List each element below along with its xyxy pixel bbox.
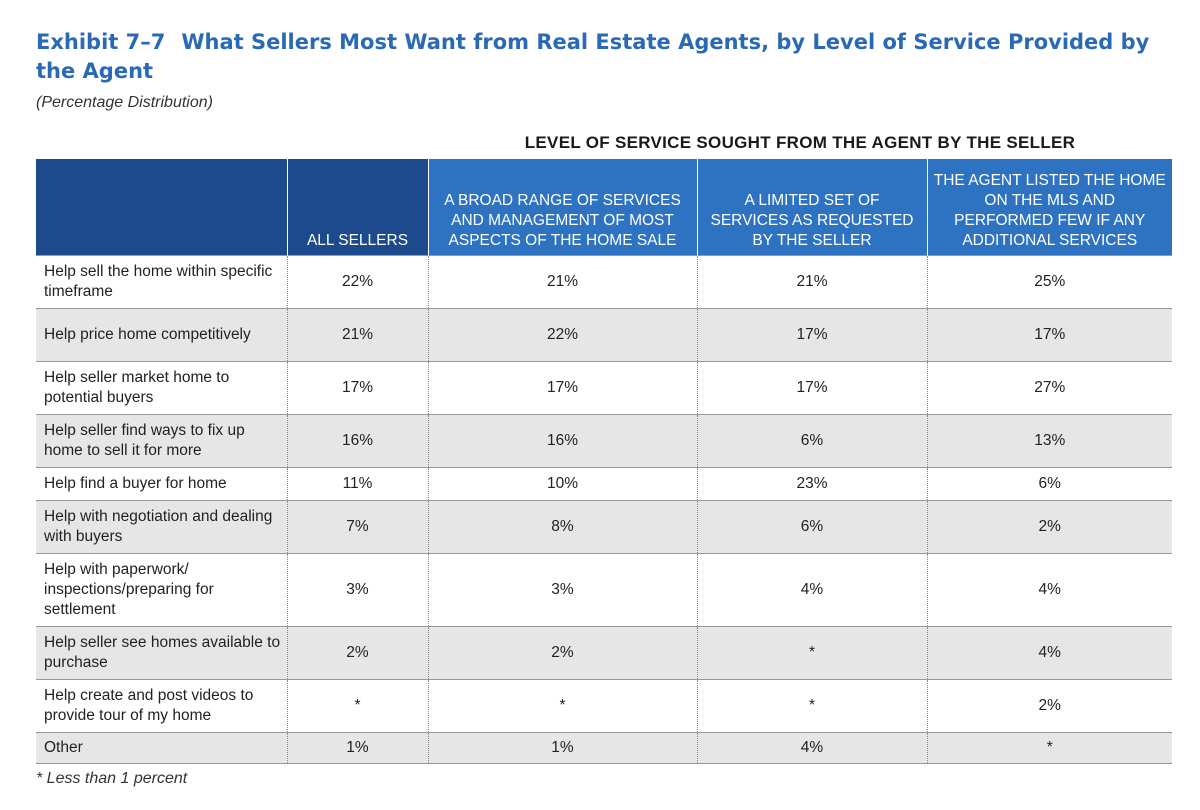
cell-value: 17% bbox=[428, 361, 698, 415]
cell-value: 1% bbox=[287, 732, 429, 764]
table-row: Help with paperwork/ inspections/prepari… bbox=[36, 553, 1172, 627]
row-label: Help price home competitively bbox=[36, 308, 288, 362]
table-header-row: ALL SELLERS A BROAD RANGE OF SERVICES AN… bbox=[36, 159, 1172, 256]
row-label: Help create and post videos to provide t… bbox=[36, 679, 288, 733]
cell-value: 2% bbox=[287, 626, 429, 680]
cell-value: 17% bbox=[927, 308, 1172, 362]
exhibit-number: Exhibit 7–7 bbox=[36, 30, 166, 54]
cell-value: 17% bbox=[697, 361, 928, 415]
cell-value: 16% bbox=[287, 414, 429, 468]
table-row: Help price home competitively 21% 22% 17… bbox=[36, 308, 1172, 362]
exhibit-title: Exhibit 7–7 What Sellers Most Want from R… bbox=[36, 28, 1176, 86]
cell-value: 4% bbox=[927, 553, 1172, 627]
cell-value: 4% bbox=[697, 553, 928, 627]
row-label: Other bbox=[36, 732, 288, 764]
cell-value: 6% bbox=[697, 500, 928, 554]
cell-value: 16% bbox=[428, 414, 698, 468]
cell-value: 3% bbox=[428, 553, 698, 627]
cell-value: 25% bbox=[927, 255, 1172, 309]
cell-value: 21% bbox=[287, 308, 429, 362]
cell-value: 17% bbox=[287, 361, 429, 415]
cell-value: 7% bbox=[287, 500, 429, 554]
footnote: * Less than 1 percent bbox=[36, 770, 188, 787]
table-row: Help seller find ways to fix up home to … bbox=[36, 414, 1172, 468]
row-label: Help seller find ways to fix up home to … bbox=[36, 414, 288, 468]
table-row: Help create and post videos to provide t… bbox=[36, 679, 1172, 733]
cell-value: 10% bbox=[428, 467, 698, 501]
cell-value: 21% bbox=[428, 255, 698, 309]
data-table: ALL SELLERS A BROAD RANGE OF SERVICES AN… bbox=[36, 159, 1172, 764]
cell-value: * bbox=[428, 679, 698, 733]
exhibit-title-text: What Sellers Most Want from Real Estate … bbox=[36, 30, 1150, 83]
table-row: Help seller market home to potential buy… bbox=[36, 361, 1172, 415]
cell-value: 8% bbox=[428, 500, 698, 554]
column-header-limited-set: A LIMITED SET OF SERVICES AS REQUESTED B… bbox=[697, 159, 928, 256]
cell-value: 23% bbox=[697, 467, 928, 501]
cell-value: 13% bbox=[927, 414, 1172, 468]
cell-value: * bbox=[697, 679, 928, 733]
cell-value: 2% bbox=[927, 500, 1172, 554]
cell-value: 21% bbox=[697, 255, 928, 309]
cell-value: 4% bbox=[697, 732, 928, 764]
column-header-all-sellers: ALL SELLERS bbox=[287, 159, 429, 256]
row-label: Help sell the home within specific timef… bbox=[36, 255, 288, 309]
table-row: Help find a buyer for home 11% 10% 23% 6… bbox=[36, 467, 1172, 501]
table-row: Help sell the home within specific timef… bbox=[36, 255, 1172, 309]
cell-value: 4% bbox=[927, 626, 1172, 680]
cell-value: 3% bbox=[287, 553, 429, 627]
cell-value: 2% bbox=[428, 626, 698, 680]
cell-value: 6% bbox=[927, 467, 1172, 501]
cell-value: * bbox=[697, 626, 928, 680]
column-group-header: LEVEL OF SERVICE SOUGHT FROM THE AGENT B… bbox=[524, 133, 1076, 152]
row-label: Help with paperwork/ inspections/prepari… bbox=[36, 553, 288, 627]
cell-value: 17% bbox=[697, 308, 928, 362]
cell-value: 22% bbox=[287, 255, 429, 309]
column-header-broad-range: A BROAD RANGE OF SERVICES AND MANAGEMENT… bbox=[428, 159, 698, 256]
cell-value: * bbox=[927, 732, 1172, 764]
cell-value: 2% bbox=[927, 679, 1172, 733]
cell-value: * bbox=[287, 679, 429, 733]
row-label: Help with negotiation and dealing with b… bbox=[36, 500, 288, 554]
column-header-category bbox=[36, 159, 288, 256]
cell-value: 27% bbox=[927, 361, 1172, 415]
exhibit-subtitle: (Percentage Distribution) bbox=[36, 94, 213, 111]
row-label: Help seller market home to potential buy… bbox=[36, 361, 288, 415]
column-header-mls-only: THE AGENT LISTED THE HOME ON THE MLS AND… bbox=[927, 159, 1172, 256]
row-label: Help find a buyer for home bbox=[36, 467, 288, 501]
table-row: Help seller see homes available to purch… bbox=[36, 626, 1172, 680]
cell-value: 11% bbox=[287, 467, 429, 501]
cell-value: 1% bbox=[428, 732, 698, 764]
table-row: Help with negotiation and dealing with b… bbox=[36, 500, 1172, 554]
table-row: Other 1% 1% 4% * bbox=[36, 732, 1172, 764]
row-label: Help seller see homes available to purch… bbox=[36, 626, 288, 680]
cell-value: 22% bbox=[428, 308, 698, 362]
cell-value: 6% bbox=[697, 414, 928, 468]
